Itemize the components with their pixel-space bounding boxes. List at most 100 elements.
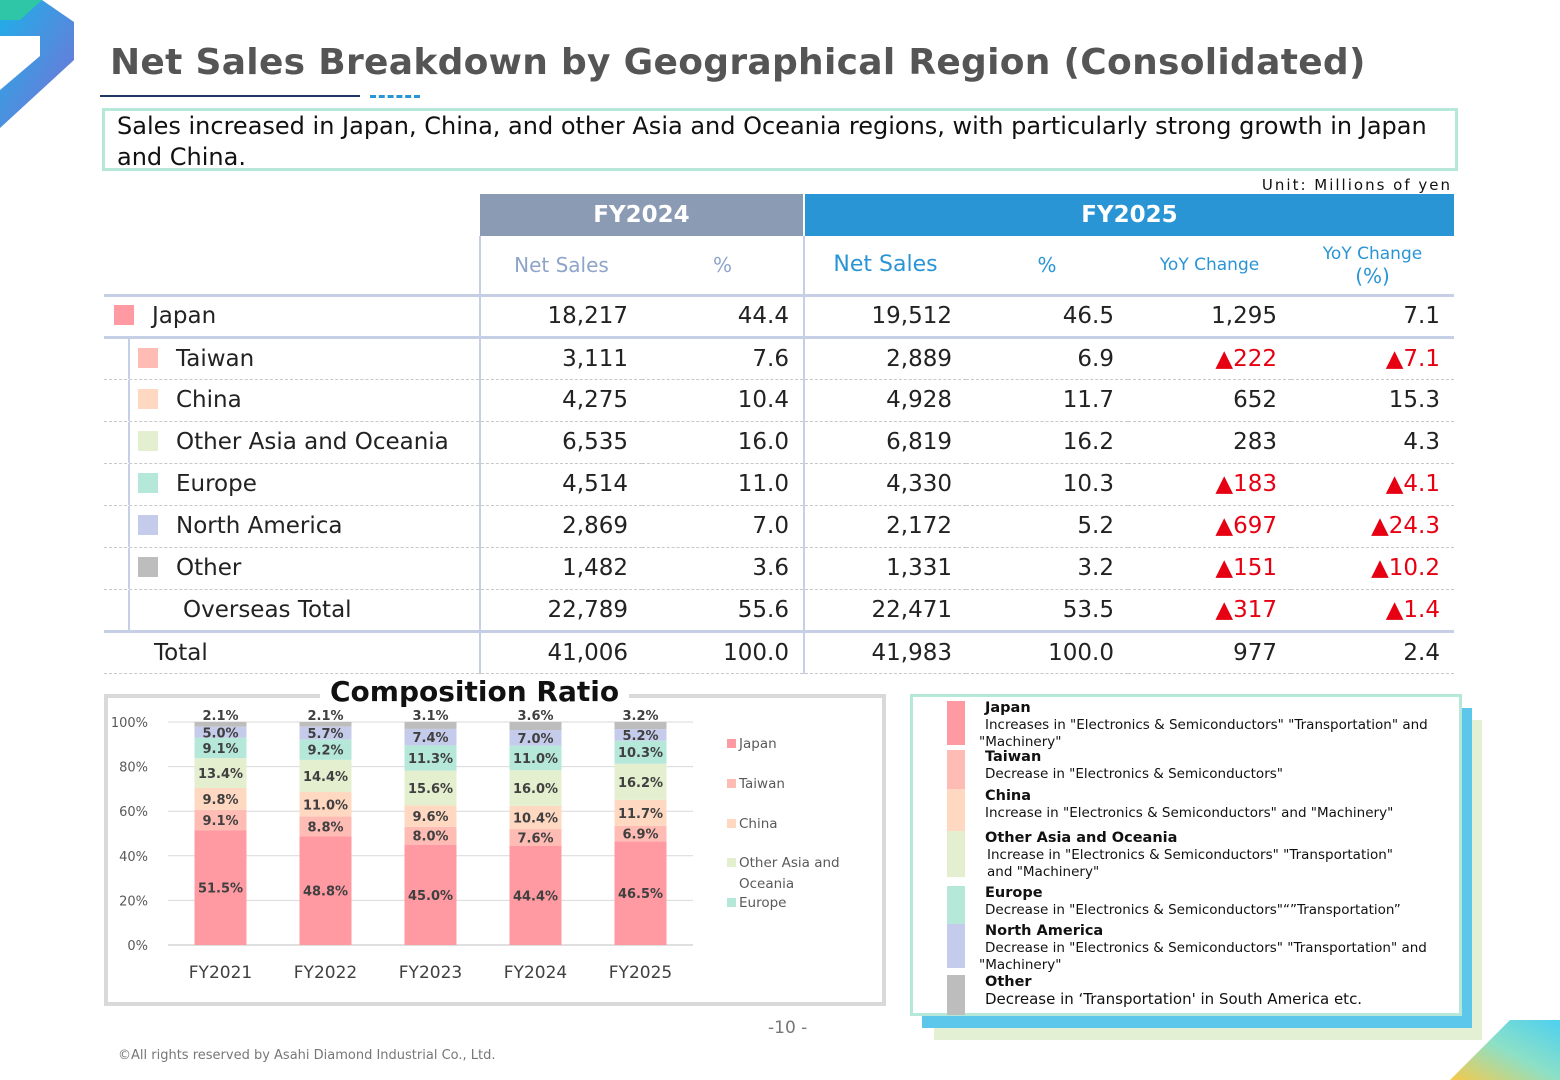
- cell-fy24-pct: 7.6: [642, 337, 804, 380]
- bar-segment: [614, 825, 667, 842]
- cell-yoy: ▲222: [1128, 337, 1291, 380]
- row-label-cell: Other Asia and Oceania: [104, 421, 480, 464]
- table-row: China 4,275 10.4 4,928 11.7 652 15.3: [104, 379, 1454, 422]
- bar-segment: [614, 841, 667, 945]
- data-label: 46.5%: [618, 887, 663, 902]
- cell-fy25-pct: 6.9: [966, 337, 1128, 380]
- y-tick-label: 0%: [127, 939, 148, 954]
- title-dash: [370, 95, 420, 98]
- cell-fy25-pct: 3.2: [966, 547, 1128, 590]
- composition-title: Composition Ratio: [320, 675, 630, 708]
- cell-yoy: ▲183: [1128, 463, 1291, 506]
- note-text: Decrease in "Electronics & Semiconductor…: [985, 766, 1283, 782]
- table-row: Other 1,482 3.6 1,331 3.2 ▲151 ▲10.2: [104, 547, 1454, 590]
- legend-swatch: [727, 819, 736, 828]
- cell-yoy-pct: 15.3: [1291, 379, 1454, 422]
- data-label: 9.2%: [307, 744, 343, 759]
- cell-fy25-pct: 53.5: [966, 589, 1128, 633]
- table-row: North America 2,869 7.0 2,172 5.2 ▲697 ▲24.3: [104, 505, 1454, 548]
- cell-fy24-sales: 6,535: [479, 421, 642, 464]
- legend-swatch: [138, 347, 158, 368]
- bar-segment: [509, 730, 562, 746]
- row-label: Taiwan: [176, 345, 255, 372]
- cell-fy25-sales: 6,819: [803, 421, 966, 464]
- note-heading: North America: [985, 923, 1104, 939]
- legend-swatch: [727, 779, 736, 788]
- cell-fy25-sales: 19,512: [803, 295, 966, 339]
- row-label-cell: Total: [104, 631, 480, 674]
- y-tick-label: 60%: [119, 805, 148, 820]
- title-underline: [100, 95, 360, 97]
- note-color-bar: [947, 831, 965, 877]
- data-label: 9.1%: [202, 814, 238, 829]
- data-label: 8.8%: [307, 820, 343, 835]
- row-label: Japan: [152, 303, 217, 329]
- table-row: Total 41,006 100.0 41,983 100.0 977 2.4: [104, 631, 1454, 674]
- cell-fy25-sales: 22,471: [803, 589, 966, 633]
- cell-fy25-pct: 46.5: [966, 295, 1128, 339]
- cell-fy24-pct: 11.0: [642, 463, 804, 506]
- note-text: and "Machinery": [987, 864, 1100, 880]
- cell-yoy-pct: 2.4: [1291, 631, 1454, 674]
- note-text: Decrease in ‘Transportation' in South Am…: [985, 990, 1363, 1008]
- y-tick-label: 100%: [111, 716, 148, 731]
- note-text: Increases in "Electronics & Semiconducto…: [985, 717, 1428, 733]
- cell-fy24-sales: 2,869: [479, 505, 642, 548]
- row-label: Total: [154, 639, 208, 666]
- cell-fy25-pct: 16.2: [966, 421, 1128, 464]
- bar-segment: [509, 745, 562, 771]
- bar-segment: [299, 816, 352, 837]
- data-label: 16.2%: [618, 776, 663, 791]
- bar-segment: [614, 729, 667, 741]
- cell-fy24-sales: 4,514: [479, 463, 642, 506]
- overseas-group-bar: [128, 463, 130, 505]
- note-color-bar: [947, 924, 965, 968]
- cell-fy24-pct: 10.4: [642, 379, 804, 422]
- overseas-group-bar: [128, 589, 130, 630]
- page-number: -10 -: [768, 1018, 808, 1038]
- page-title: Net Sales Breakdown by Geographical Regi…: [110, 42, 1366, 83]
- cell-fy24-pct: 55.6: [642, 589, 804, 633]
- data-label: 7.0%: [517, 732, 553, 747]
- note-text: Increase in "Electronics & Semiconductor…: [987, 847, 1394, 863]
- x-tick-label: FY2023: [399, 963, 462, 983]
- legend-label: Oceania: [739, 876, 794, 892]
- data-label: 7.4%: [412, 731, 448, 746]
- legend-label: Taiwan: [738, 776, 785, 792]
- row-label-cell: Taiwan: [104, 337, 480, 380]
- note-heading: China: [985, 788, 1032, 804]
- data-label: 11.7%: [618, 807, 663, 822]
- col-yoy: YoY Change: [1128, 236, 1291, 297]
- cell-yoy-pct: ▲1.4: [1291, 589, 1454, 633]
- bar-segment: [194, 758, 247, 789]
- y-tick-label: 40%: [119, 850, 148, 865]
- data-label: 48.8%: [303, 885, 348, 900]
- data-label: 2.1%: [202, 709, 238, 724]
- row-label: North America: [176, 513, 343, 539]
- unit-label: Unit: Millions of yen: [1261, 176, 1452, 194]
- cell-fy25-pct: 10.3: [966, 463, 1128, 506]
- composition-chart: 0% 20% 40% 60% 80% 100% 51.5% 9.1% 9.8% 13.4% 9.1%…: [111, 709, 840, 983]
- cell-fy24-sales: 4,275: [479, 379, 642, 422]
- bar-segment: [299, 759, 352, 793]
- corner-logo-decoration: [0, 0, 74, 128]
- cell-yoy: ▲151: [1128, 547, 1291, 590]
- data-label: 5.0%: [202, 726, 238, 741]
- legend-swatch: [727, 898, 736, 907]
- bar-segment: [404, 745, 457, 771]
- cell-fy25-pct: 5.2: [966, 505, 1128, 548]
- note-color-bar: [947, 886, 965, 928]
- bar-segment: [194, 737, 247, 759]
- row-label-cell: North America: [104, 505, 480, 548]
- data-label: 2.1%: [307, 709, 343, 724]
- cell-fy25-sales: 1,331: [803, 547, 966, 590]
- cell-fy24-pct: 3.6: [642, 547, 804, 590]
- bar-segment: [194, 726, 247, 738]
- note-heading: Taiwan: [985, 749, 1042, 765]
- legend-label: China: [739, 816, 778, 832]
- cell-yoy: 1,295: [1128, 295, 1291, 339]
- data-label: 6.9%: [622, 828, 658, 843]
- bar-segment: [194, 722, 247, 727]
- cell-fy24-sales: 41,006: [479, 631, 642, 674]
- cell-fy25-sales: 41,983: [803, 631, 966, 674]
